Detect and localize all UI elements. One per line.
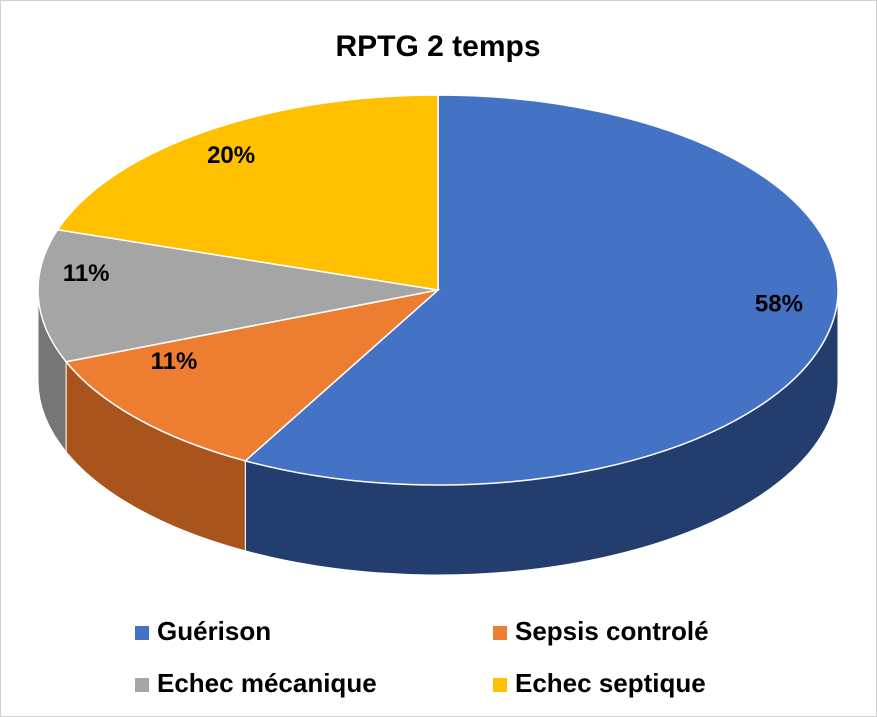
legend-swatch bbox=[493, 678, 507, 692]
legend-entry: Guérison bbox=[157, 616, 271, 646]
legend-swatch bbox=[135, 626, 149, 640]
legend-entry: Echec septique bbox=[515, 668, 706, 698]
legend-swatch bbox=[135, 678, 149, 692]
legend-entry: Sepsis controlé bbox=[515, 616, 709, 646]
pie-slice bbox=[64, 288, 441, 462]
data-label: 11% bbox=[151, 348, 198, 375]
data-label: 11% bbox=[63, 260, 110, 287]
pie-slice bbox=[243, 94, 839, 486]
pie-slice bbox=[37, 228, 439, 363]
data-label: 20% bbox=[207, 142, 255, 169]
data-label: 58% bbox=[755, 290, 803, 317]
legend-swatch bbox=[493, 626, 507, 640]
legend-entry: Echec mécanique bbox=[157, 668, 377, 698]
pie-slice bbox=[56, 94, 439, 291]
chart-title: RPTG 2 temps bbox=[335, 30, 540, 63]
